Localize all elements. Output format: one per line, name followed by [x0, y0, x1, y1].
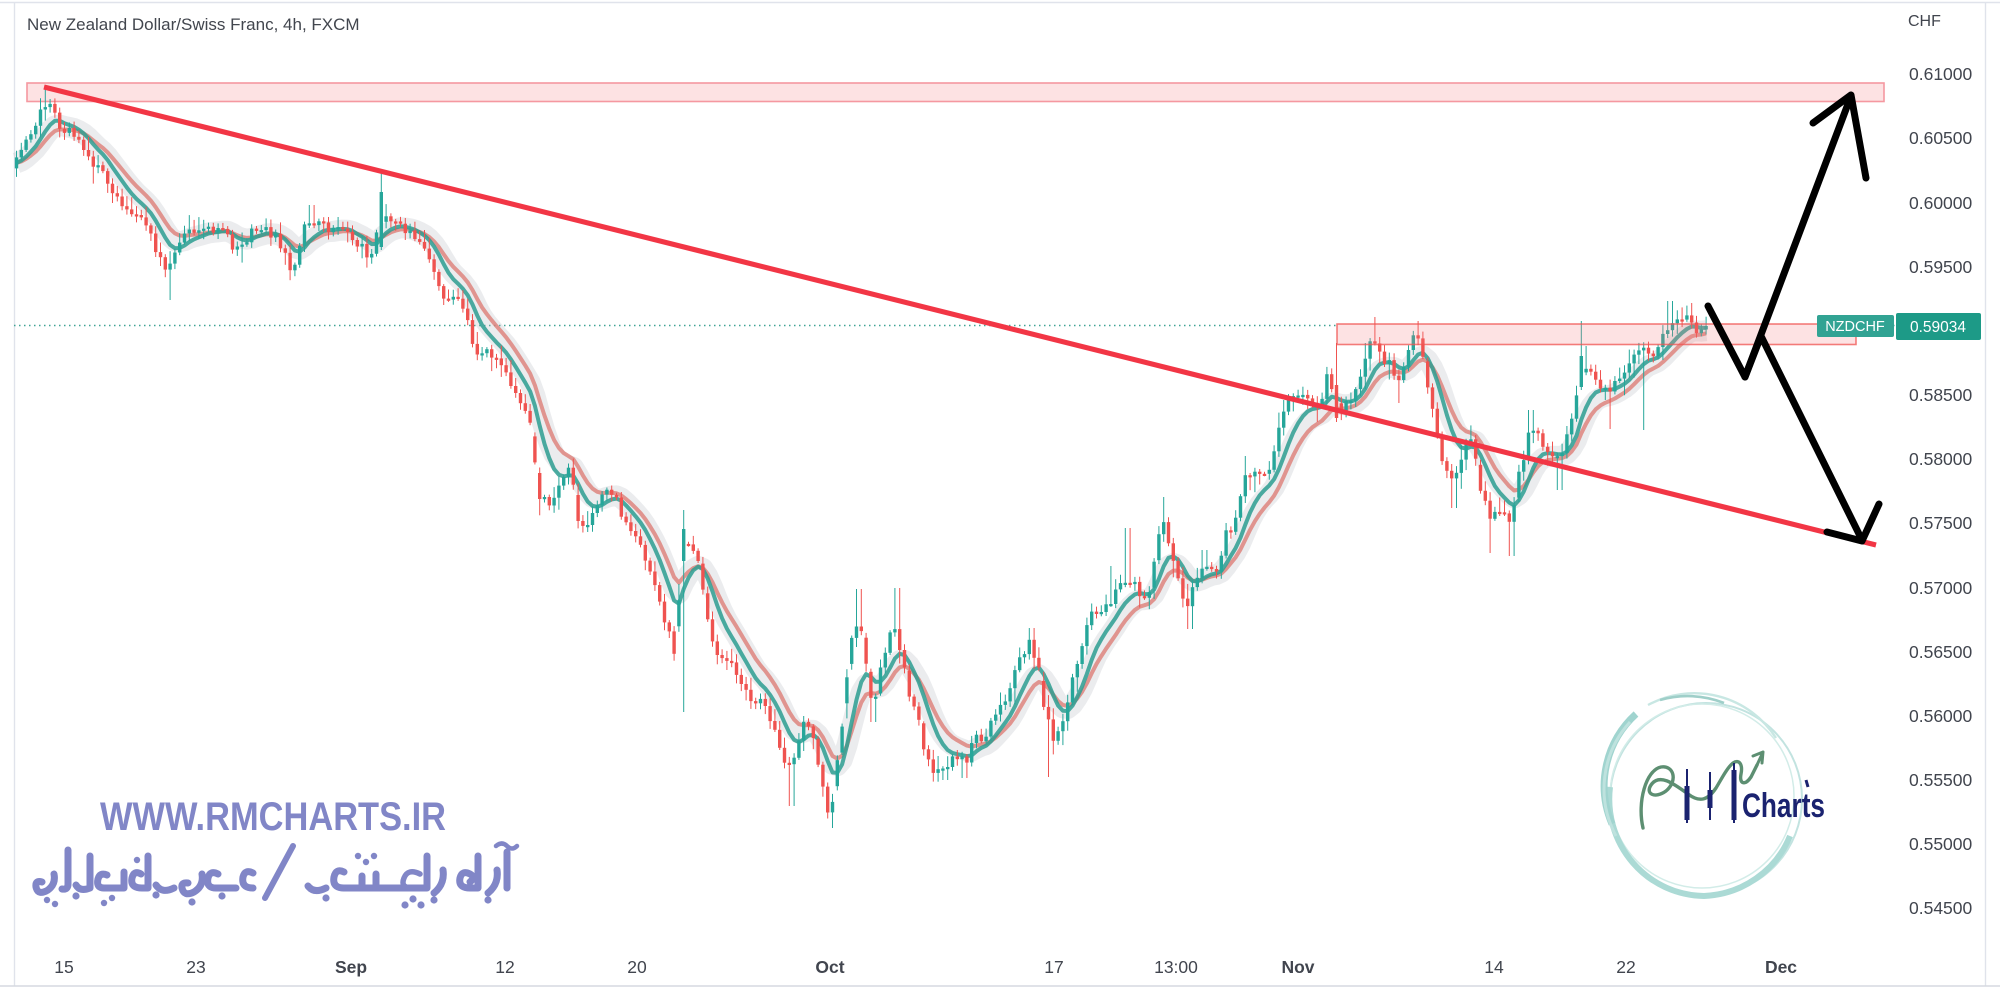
svg-text:0.56000: 0.56000: [1909, 706, 1973, 726]
svg-text:14: 14: [1484, 957, 1504, 977]
svg-text:0.60500: 0.60500: [1909, 128, 1973, 148]
svg-text:22: 22: [1616, 957, 1635, 977]
svg-text:0.57500: 0.57500: [1909, 513, 1973, 533]
svg-text:0.60000: 0.60000: [1909, 193, 1973, 213]
svg-text:0.56500: 0.56500: [1909, 642, 1973, 662]
svg-text:Sep: Sep: [335, 957, 367, 977]
svg-text:0.59034: 0.59034: [1910, 319, 1966, 336]
svg-text:13:00: 13:00: [1154, 957, 1198, 977]
svg-text:0.61000: 0.61000: [1909, 64, 1973, 84]
svg-text:17: 17: [1044, 957, 1063, 977]
svg-text:15: 15: [54, 957, 73, 977]
svg-text:0.58500: 0.58500: [1909, 385, 1973, 405]
svg-text:WWW.RMCHARTS.IR: WWW.RMCHARTS.IR: [100, 795, 446, 839]
svg-text:Oct: Oct: [815, 957, 844, 977]
svg-text:0.55000: 0.55000: [1909, 834, 1973, 854]
svg-text:Charts: Charts: [1742, 787, 1825, 825]
svg-text:23: 23: [186, 957, 205, 977]
svg-text:NZDCHF: NZDCHF: [1825, 319, 1885, 335]
svg-text:20: 20: [627, 957, 647, 977]
svg-text:CHF: CHF: [1908, 13, 1941, 30]
svg-text:0.57000: 0.57000: [1909, 578, 1973, 598]
svg-text:0.54500: 0.54500: [1909, 898, 1973, 918]
svg-text:New Zealand Dollar/Swiss Franc: New Zealand Dollar/Swiss Franc, 4h, FXCM: [27, 15, 360, 34]
svg-text:0.55500: 0.55500: [1909, 770, 1973, 790]
svg-text:Dec: Dec: [1765, 957, 1797, 977]
svg-text:0.58000: 0.58000: [1909, 449, 1973, 469]
svg-text:0.59500: 0.59500: [1909, 257, 1973, 277]
svg-text:12: 12: [495, 957, 514, 977]
svg-text:Nov: Nov: [1281, 957, 1314, 977]
